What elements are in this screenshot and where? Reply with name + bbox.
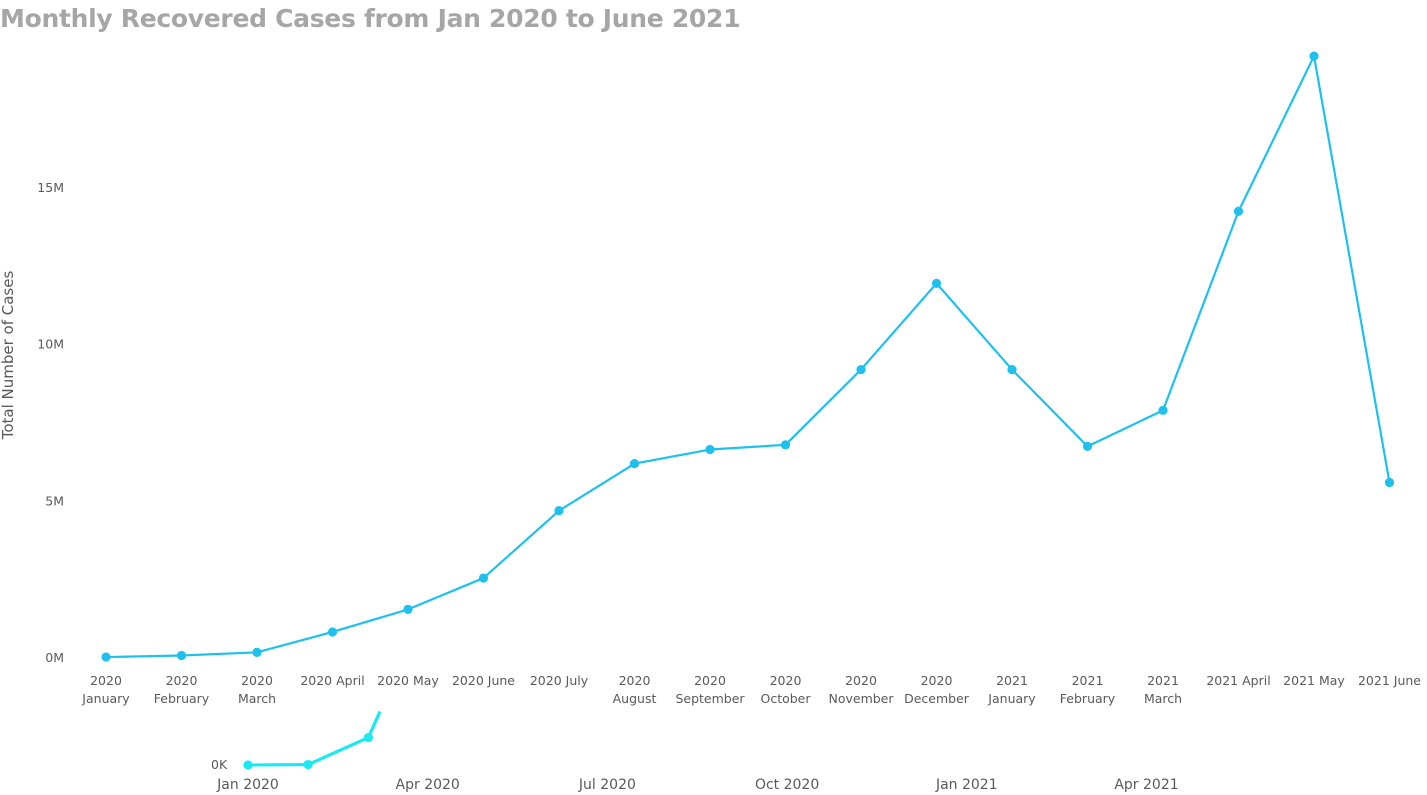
data-point[interactable] bbox=[1309, 51, 1319, 61]
x-tick-label: 2020 bbox=[241, 673, 273, 688]
data-point[interactable] bbox=[705, 444, 715, 455]
data-point[interactable] bbox=[1233, 206, 1244, 216]
y-tick-label: 5M bbox=[45, 493, 64, 508]
x-tick-label: 2020 June bbox=[452, 673, 515, 688]
series-line bbox=[105, 54, 1391, 659]
x-tick-label: 2021 May bbox=[1283, 673, 1345, 688]
data-point[interactable] bbox=[554, 506, 564, 516]
data-point[interactable] bbox=[176, 650, 187, 661]
data-point[interactable] bbox=[1158, 405, 1168, 415]
x-tick-label: February bbox=[1060, 691, 1116, 706]
x-tick-label: November bbox=[828, 691, 894, 706]
navigator-tick-label: Jul 2020 bbox=[578, 777, 636, 793]
data-point[interactable] bbox=[1384, 477, 1395, 488]
x-tick-label: 2021 April bbox=[1206, 673, 1270, 688]
y-tick-label: 15M bbox=[37, 180, 64, 195]
x-tick-label: 2020 July bbox=[530, 673, 589, 688]
data-point[interactable] bbox=[780, 440, 791, 450]
x-tick-label: March bbox=[1144, 691, 1182, 706]
x-tick-label: 2021 bbox=[1147, 673, 1179, 688]
y-tick-label: 10M bbox=[37, 337, 64, 352]
x-tick-label: December bbox=[904, 691, 970, 706]
x-tick-label: 2020 bbox=[921, 673, 953, 688]
navigator-point bbox=[243, 760, 253, 770]
navigator-line bbox=[247, 710, 382, 767]
x-tick-label: 2020 May bbox=[377, 673, 439, 688]
navigator-tick-label: Apr 2020 bbox=[396, 777, 460, 793]
x-tick-label: February bbox=[154, 691, 210, 706]
x-tick-label: January bbox=[987, 691, 1036, 706]
x-tick-label: September bbox=[675, 691, 745, 706]
data-point[interactable] bbox=[478, 573, 489, 583]
y-tick-label: 0M bbox=[45, 650, 64, 665]
navigator-tick-label: Oct 2020 bbox=[755, 777, 819, 793]
x-tick-label: 2020 bbox=[166, 673, 198, 688]
navigator-tick-label: Jan 2021 bbox=[935, 777, 998, 793]
x-tick-label: January bbox=[81, 691, 130, 706]
data-point[interactable] bbox=[403, 604, 413, 615]
navigator-tick-label: Apr 2021 bbox=[1114, 777, 1178, 793]
x-tick-label: March bbox=[238, 691, 276, 706]
x-tick-label: 2020 April bbox=[300, 673, 364, 688]
x-tick-label: 2020 bbox=[845, 673, 877, 688]
data-point[interactable] bbox=[931, 278, 942, 288]
x-tick-label: 2020 bbox=[770, 673, 802, 688]
data-point[interactable] bbox=[327, 627, 338, 637]
data-point[interactable] bbox=[101, 652, 111, 662]
chart-title: Monthly Recovered Cases from Jan 2020 to… bbox=[0, 4, 741, 33]
x-tick-label: October bbox=[760, 691, 811, 706]
data-point[interactable] bbox=[1082, 441, 1093, 451]
x-tick-label: August bbox=[613, 691, 657, 706]
x-tick-label: 2021 bbox=[1072, 673, 1104, 688]
x-tick-label: 2021 bbox=[996, 673, 1028, 688]
navigator-tick-label: Jan 2020 bbox=[216, 777, 279, 793]
x-tick-label: 2020 bbox=[619, 673, 651, 688]
x-tick-label: 2021 June bbox=[1358, 673, 1421, 688]
navigator-zero-label: 0K bbox=[211, 757, 228, 772]
data-point[interactable] bbox=[856, 364, 866, 375]
x-tick-label: 2020 bbox=[694, 673, 726, 688]
navigator-point bbox=[303, 759, 313, 770]
navigator-point bbox=[363, 732, 373, 743]
x-tick-label: 2020 bbox=[90, 673, 122, 688]
data-point[interactable] bbox=[252, 647, 262, 657]
data-point[interactable] bbox=[1007, 364, 1017, 375]
y-axis-title: Total Number of Cases bbox=[0, 271, 17, 441]
data-point[interactable] bbox=[629, 459, 640, 469]
